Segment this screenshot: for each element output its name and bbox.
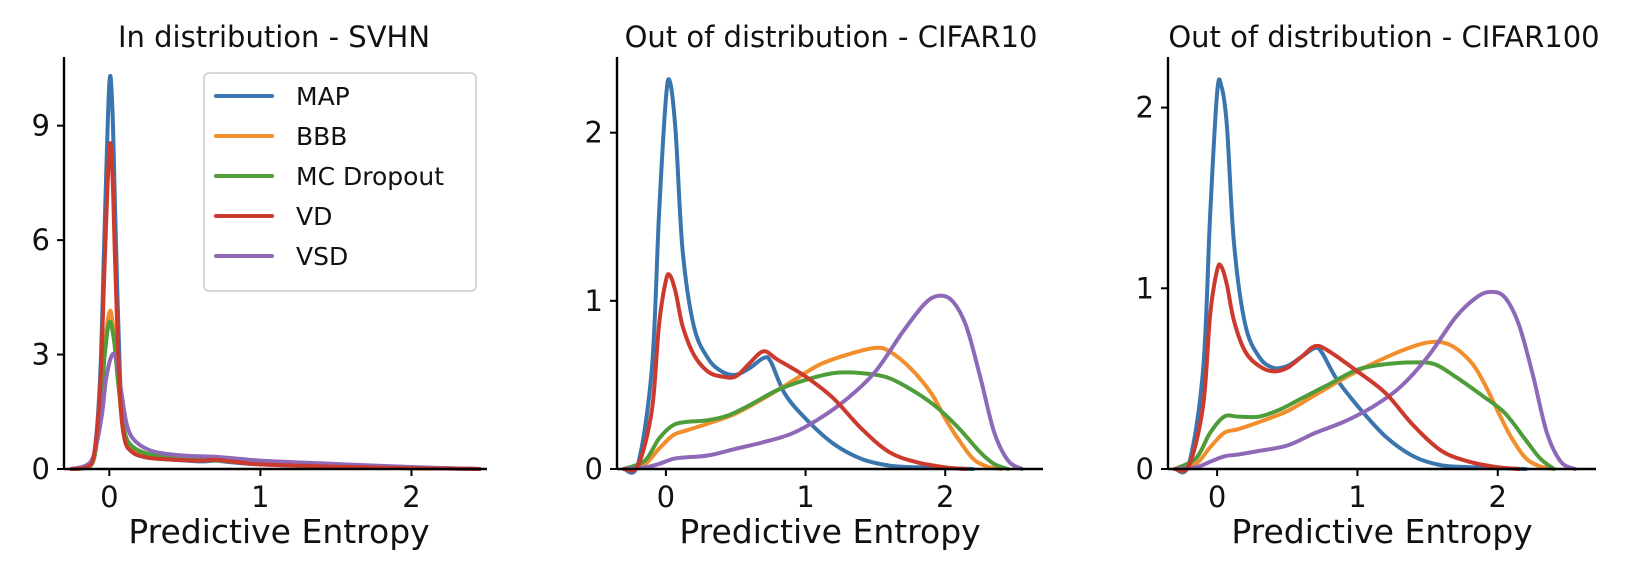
x-tick-label: 0: [657, 480, 675, 514]
x-tick-label: 2: [936, 480, 954, 514]
x-tick-label: 2: [1489, 480, 1507, 514]
curves: [622, 77, 1024, 475]
x-tick-label: 2: [402, 480, 420, 514]
x-axis-label: Predictive Entropy: [679, 512, 980, 551]
series-line-vsd: [622, 293, 1024, 471]
panel-cifar100: Out of distribution - CIFAR100 0 1 2 0 1 2 Pr…: [1136, 20, 1600, 551]
legend-box: [203, 72, 477, 292]
x-tick-label: 1: [251, 480, 269, 514]
ticks: 0 1 2 0 1 2: [1136, 91, 1507, 514]
series-line-bbb: [1173, 339, 1556, 471]
series-line-bbb: [622, 345, 1004, 471]
y-tick-label: 6: [32, 223, 50, 257]
series-line-vd: [69, 141, 482, 471]
x-axis-label: Predictive Entropy: [1231, 512, 1532, 551]
y-tick-label: 1: [585, 284, 603, 318]
panel-title: In distribution - SVHN: [118, 20, 430, 54]
series-line-map: [622, 77, 976, 475]
y-tick-label: 0: [585, 452, 603, 486]
ticks: 0 1 2 0 3 6 9: [32, 109, 421, 514]
curves: [69, 74, 482, 471]
legend-label: MC Dropout: [296, 162, 444, 191]
series-line-mc-dropout: [622, 370, 1011, 471]
series-line-mc-dropout: [69, 319, 482, 471]
series-line-map: [1173, 77, 1528, 475]
series-line-vd: [622, 272, 969, 473]
y-tick-label: 1: [1136, 271, 1154, 305]
y-tick-label: 9: [32, 109, 50, 143]
x-tick-label: 1: [1348, 480, 1366, 514]
y-tick-label: 3: [32, 338, 50, 372]
legend-label: VD: [296, 202, 332, 231]
x-axis-label: Predictive Entropy: [128, 512, 429, 551]
x-tick-label: 0: [1208, 480, 1226, 514]
y-tick-label: 2: [1136, 91, 1154, 125]
series-line-vsd: [1173, 289, 1577, 471]
x-tick-label: 1: [796, 480, 814, 514]
panel-title: Out of distribution - CIFAR100: [1168, 20, 1599, 54]
y-tick-label: 0: [1136, 452, 1154, 486]
y-tick-label: 0: [32, 452, 50, 486]
legend-label: BBB: [296, 122, 347, 151]
curves: [1173, 77, 1577, 475]
x-tick-label: 0: [100, 480, 118, 514]
panel-title: Out of distribution - CIFAR10: [625, 20, 1038, 54]
legend-label: MAP: [296, 82, 350, 111]
panel-svhn: In distribution - SVHN 0 1 2 0 3 6 9 Predictiv…: [32, 20, 487, 551]
series-line-vd: [1173, 262, 1521, 473]
panel-cifar10: Out of distribution - CIFAR10 0 1 2 0 1 2 Pre…: [585, 20, 1043, 551]
legend: MAP BBB MC Dropout VD VSD: [203, 72, 477, 292]
ticks: 0 1 2 0 1 2: [585, 116, 955, 514]
y-tick-label: 2: [585, 116, 603, 150]
legend-label: VSD: [296, 242, 348, 271]
